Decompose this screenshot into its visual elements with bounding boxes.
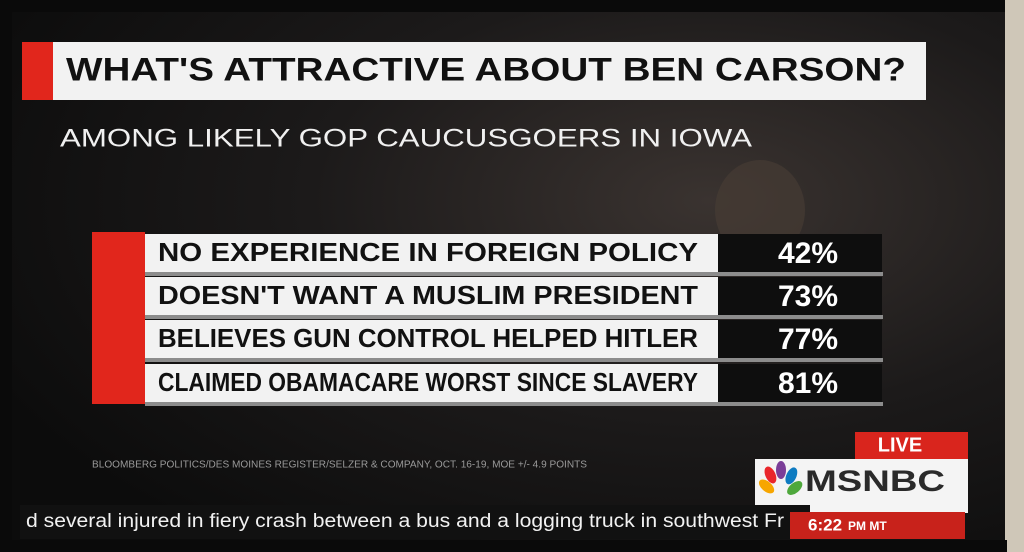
table-accent — [92, 232, 145, 404]
source: BLOOMBERG POLITICS/DES MOINES REGISTER/S… — [92, 460, 587, 471]
row-value-cell — [718, 364, 882, 402]
row-label-cell — [145, 234, 718, 272]
row-underline — [145, 272, 883, 276]
row-underline — [145, 402, 883, 406]
row-value: 73% — [778, 280, 838, 313]
row-underline — [145, 315, 883, 319]
wall — [1005, 0, 1024, 552]
table: NO EXPERIENCE IN FOREIGN POLICY 42% DOESN'… — [145, 234, 883, 406]
row-underline — [145, 358, 883, 362]
time: 6:22 — [808, 515, 842, 534]
row-value: 77% — [778, 323, 838, 356]
row-label-cell — [145, 320, 718, 358]
title-accent — [22, 42, 53, 100]
title: WHAT'S ATTRACTIVE ABOUT BEN CARSON? — [66, 51, 906, 87]
time-box — [790, 512, 965, 539]
ticker-bar — [20, 505, 810, 539]
row-value-cell — [718, 320, 882, 358]
bezel-bottom — [12, 540, 1007, 552]
row-value-cell — [718, 277, 882, 315]
row-label: CLAIMED OBAMACARE WORST SINCE SLAVERY — [158, 367, 698, 397]
row-label-cell — [145, 364, 718, 402]
row-label: BELIEVES GUN CONTROL HELPED HITLER — [158, 323, 698, 353]
live-label: LIVE — [878, 434, 922, 456]
row-label: NO EXPERIENCE IN FOREIGN POLICY — [158, 237, 698, 267]
row-label-cell — [145, 277, 718, 315]
subtitle: AMONG LIKELY GOP CAUCUSGOERS IN IOWA — [60, 125, 752, 153]
row-value: 81% — [778, 367, 838, 400]
row-value-cell — [718, 234, 882, 272]
live-box — [855, 432, 968, 459]
row-label: DOESN'T WANT A MUSLIM PRESIDENT — [158, 280, 698, 310]
row-value: 42% — [778, 237, 838, 270]
time-zone: PM MT — [848, 519, 887, 533]
peacock — [758, 461, 803, 495]
ticker-text: d several injured in fiery crash between… — [26, 511, 785, 532]
title-bar — [53, 42, 926, 100]
network-name: MSNBC — [805, 465, 945, 498]
